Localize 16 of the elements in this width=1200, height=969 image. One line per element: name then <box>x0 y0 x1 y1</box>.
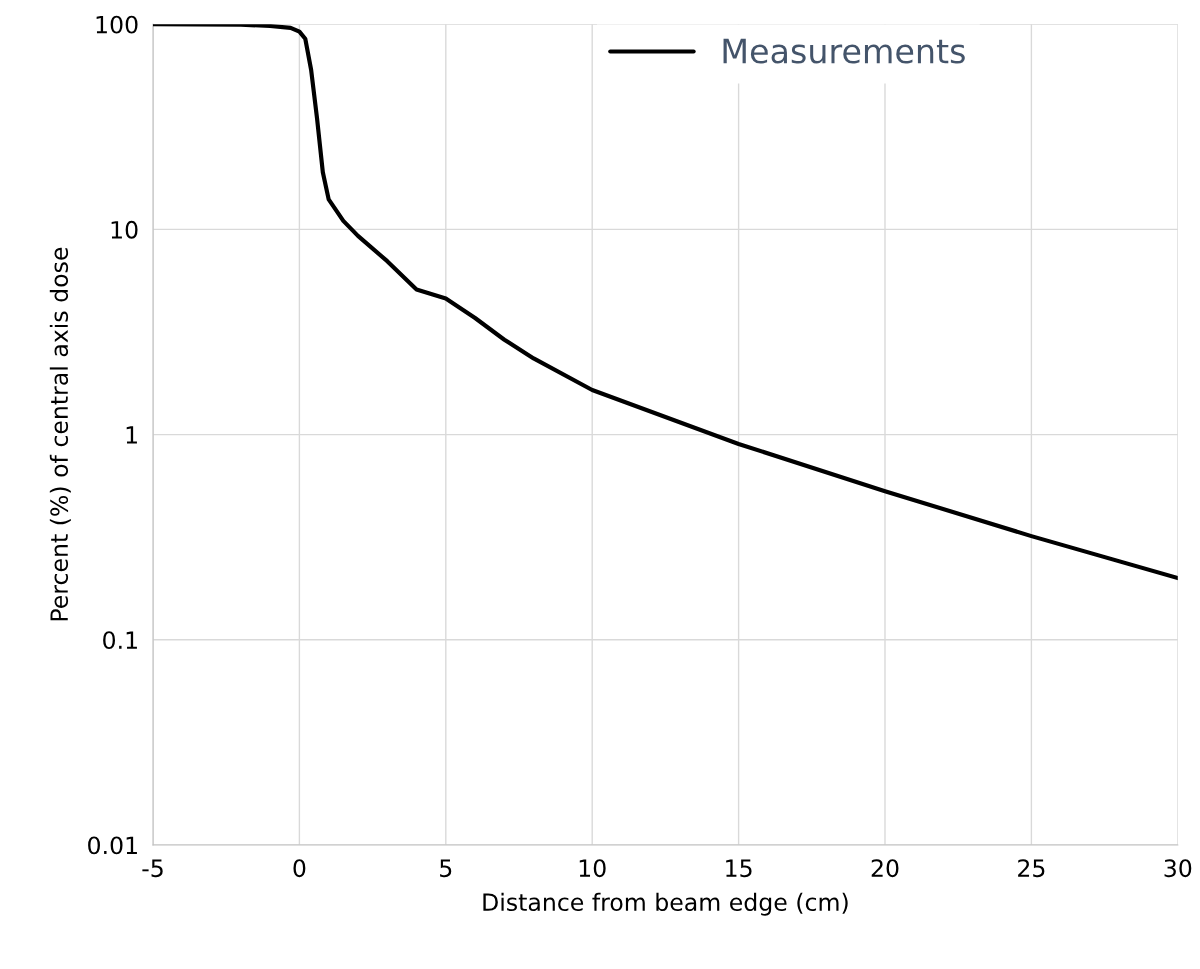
y-tick-label: 0.01 <box>88 836 137 855</box>
y-axis-title: Percent (%) of central axis dose <box>49 247 71 621</box>
x-tick-label: 25 <box>1018 859 1045 878</box>
x-tick-label: -5 <box>142 859 163 878</box>
x-axis-title: Distance from beam edge (cm) <box>483 892 848 916</box>
x-tick-label: 15 <box>726 859 752 878</box>
x-tick-label: 30 <box>1164 859 1192 878</box>
y-tick-label: 0.1 <box>103 631 137 650</box>
legend-label: Measurements <box>723 38 965 64</box>
y-tick-label: 10 <box>111 220 138 239</box>
x-tick-label: 5 <box>440 859 452 878</box>
x-tick-label: 0 <box>293 859 306 878</box>
y-tick-label: 100 <box>96 15 138 34</box>
x-tick-label: 10 <box>579 859 606 878</box>
x-tick-label: 20 <box>871 859 899 878</box>
y-tick-label: 1 <box>126 426 137 444</box>
